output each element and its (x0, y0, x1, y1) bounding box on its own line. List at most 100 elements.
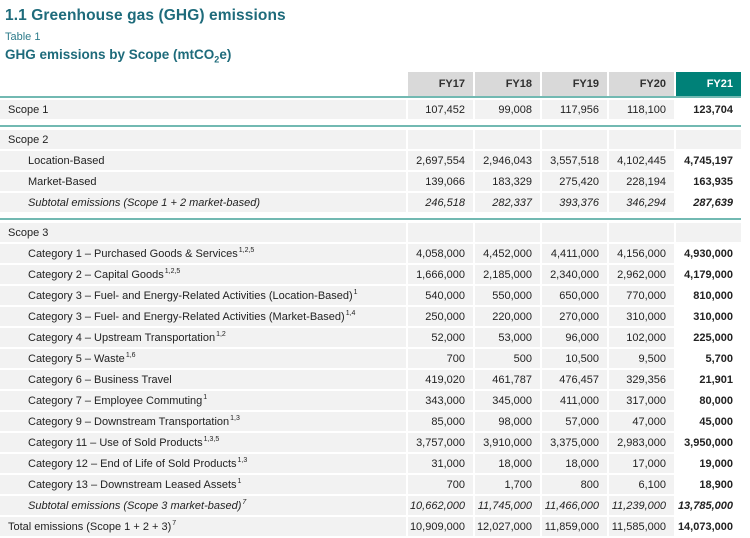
value-cell-fy21-highlighted: 13,785,000 (676, 496, 741, 516)
row-label-cell: Market-Based (0, 172, 406, 192)
table-row: Subtotal emissions (Scope 3 market-based… (0, 496, 741, 516)
value-cell-fy17: 107,452 (408, 100, 473, 120)
value-cell-fy17: 31,000 (408, 454, 473, 474)
value-cell-fy21-highlighted: 19,000 (676, 454, 741, 474)
row-label-cell: Category 4 – Upstream Transportation 1,2 (0, 328, 406, 348)
row-footnote-superscript: 1,2 (216, 331, 226, 339)
value-cell-fy19: 11,466,000 (542, 496, 607, 516)
value-cell-fy18: 12,027,000 (475, 517, 540, 537)
value-cell-fy19: 3,557,518 (542, 151, 607, 171)
value-cell-fy19: 270,000 (542, 307, 607, 327)
value-cell-fy18: 99,008 (475, 100, 540, 120)
row-label-cell: Category 12 – End of Life of Sold Produc… (0, 454, 406, 474)
value-cell-fy19: 393,376 (542, 193, 607, 213)
value-cell-fy17 (408, 130, 473, 150)
table-row: Category 1 – Purchased Goods & Services 1… (0, 244, 741, 264)
value-cell-fy18: 98,000 (475, 412, 540, 432)
value-cell-fy18: 220,000 (475, 307, 540, 327)
value-cell-fy17: 246,518 (408, 193, 473, 213)
value-cell-fy18: 53,000 (475, 328, 540, 348)
table-row: Category 9 – Downstream Transportation 1,… (0, 412, 741, 432)
row-label: Category 3 – Fuel- and Energy-Related Ac… (28, 310, 345, 323)
value-cell-fy17: 700 (408, 475, 473, 495)
row-label-cell: Category 1 – Purchased Goods & Services 1… (0, 244, 406, 264)
row-label-cell: Scope 3 (0, 223, 406, 243)
table-row: Category 6 – Business Travel 419,020 461… (0, 370, 741, 390)
value-cell-fy20: 102,000 (609, 328, 674, 348)
row-footnote-superscript: 7 (242, 499, 247, 507)
section-divider (0, 121, 741, 130)
value-cell-fy20: 4,102,445 (609, 151, 674, 171)
row-footnote-superscript: 7 (172, 520, 177, 528)
value-cell-fy19: 96,000 (542, 328, 607, 348)
value-cell-fy19: 117,956 (542, 100, 607, 120)
value-cell-fy21-highlighted: 225,000 (676, 328, 741, 348)
row-label-cell: Category 7 – Employee Commuting 1 (0, 391, 406, 411)
table-row: Subtotal emissions (Scope 1 + 2 market-b… (0, 193, 741, 213)
section-divider-line (0, 217, 741, 220)
value-cell-fy17: 2,697,554 (408, 151, 473, 171)
row-label: Category 7 – Employee Commuting (28, 394, 203, 407)
row-label-cell: Category 11 – Use of Sold Products 1,3,5 (0, 433, 406, 453)
value-cell-fy19: 2,340,000 (542, 265, 607, 285)
value-cell-fy17: 419,020 (408, 370, 473, 390)
column-header-fy17: FY17 (408, 72, 473, 97)
value-cell-fy21-highlighted: 14,073,000 (676, 517, 741, 537)
table-row: Scope 2 (0, 130, 741, 150)
table-body: Scope 1 107,452 99,008 117,956 118,100 1… (0, 100, 741, 537)
table-row: Category 4 – Upstream Transportation 1,2 … (0, 328, 741, 348)
header-separator-line (0, 96, 741, 99)
value-cell-fy18: 1,700 (475, 475, 540, 495)
row-label-cell: Scope 1 (0, 100, 406, 120)
value-cell-fy19: 4,411,000 (542, 244, 607, 264)
value-cell-fy20: 346,294 (609, 193, 674, 213)
table-row: Category 11 – Use of Sold Products 1,3,5 … (0, 433, 741, 453)
row-label-cell: Category 13 – Downstream Leased Assets 1 (0, 475, 406, 495)
row-footnote-superscript: 1,3 (230, 415, 240, 423)
row-label-cell: Category 3 – Fuel- and Energy-Related Ac… (0, 286, 406, 306)
value-cell-fy18: 4,452,000 (475, 244, 540, 264)
row-label: Category 9 – Downstream Transportation (28, 415, 230, 428)
section-title: 1.1 Greenhouse gas (GHG) emissions (5, 7, 286, 24)
table-row: Scope 3 (0, 223, 741, 243)
table-title-suffix: e) (219, 47, 232, 63)
value-cell-fy19: 11,859,000 (542, 517, 607, 537)
row-label-cell: Subtotal emissions (Scope 1 + 2 market-b… (0, 193, 406, 213)
value-cell-fy21-highlighted: 80,000 (676, 391, 741, 411)
row-label: Scope 2 (8, 133, 49, 146)
table-row: Category 3 – Fuel- and Energy-Related Ac… (0, 307, 741, 327)
row-label: Subtotal emissions (Scope 1 + 2 market-b… (28, 196, 261, 209)
row-label: Scope 3 (8, 226, 49, 239)
ghg-emissions-table: FY17 FY18 FY19 FY20 FY21 Scope 1 107,452… (0, 72, 741, 537)
row-label: Category 2 – Capital Goods (28, 268, 164, 281)
table-number-label: Table 1 (5, 31, 41, 44)
value-cell-fy17: 250,000 (408, 307, 473, 327)
value-cell-fy18: 2,185,000 (475, 265, 540, 285)
value-cell-fy21-highlighted: 18,900 (676, 475, 741, 495)
row-footnote-superscript: 1,2,5 (164, 268, 181, 276)
row-footnote-superscript: 1 (237, 478, 242, 486)
value-cell-fy18: 11,745,000 (475, 496, 540, 516)
heading-block: 1.1 Greenhouse gas (GHG) emissions Table… (0, 0, 750, 65)
row-footnote-superscript: 1,6 (125, 352, 136, 360)
row-label: Category 13 – Downstream Leased Assets (28, 478, 237, 491)
row-footnote-superscript: 1,3 (237, 457, 248, 465)
value-cell-fy18: 461,787 (475, 370, 540, 390)
column-header-fy18: FY18 (475, 72, 540, 97)
value-cell-fy20: 6,100 (609, 475, 674, 495)
value-cell-fy17: 52,000 (408, 328, 473, 348)
value-cell-fy18: 500 (475, 349, 540, 369)
value-cell-fy21-highlighted: 4,745,197 (676, 151, 741, 171)
table-row: Category 2 – Capital Goods 1,2,5 1,666,00… (0, 265, 741, 285)
value-cell-fy19: 18,000 (542, 454, 607, 474)
value-cell-fy18: 3,910,000 (475, 433, 540, 453)
value-cell-fy18: 183,329 (475, 172, 540, 192)
value-cell-fy17: 540,000 (408, 286, 473, 306)
row-label: Category 5 – Waste (28, 352, 125, 365)
value-cell-fy20: 17,000 (609, 454, 674, 474)
value-cell-fy18 (475, 223, 540, 243)
row-footnote-superscript: 1,3,5 (203, 436, 220, 444)
value-cell-fy17: 3,757,000 (408, 433, 473, 453)
value-cell-fy17: 10,909,000 (408, 517, 473, 537)
